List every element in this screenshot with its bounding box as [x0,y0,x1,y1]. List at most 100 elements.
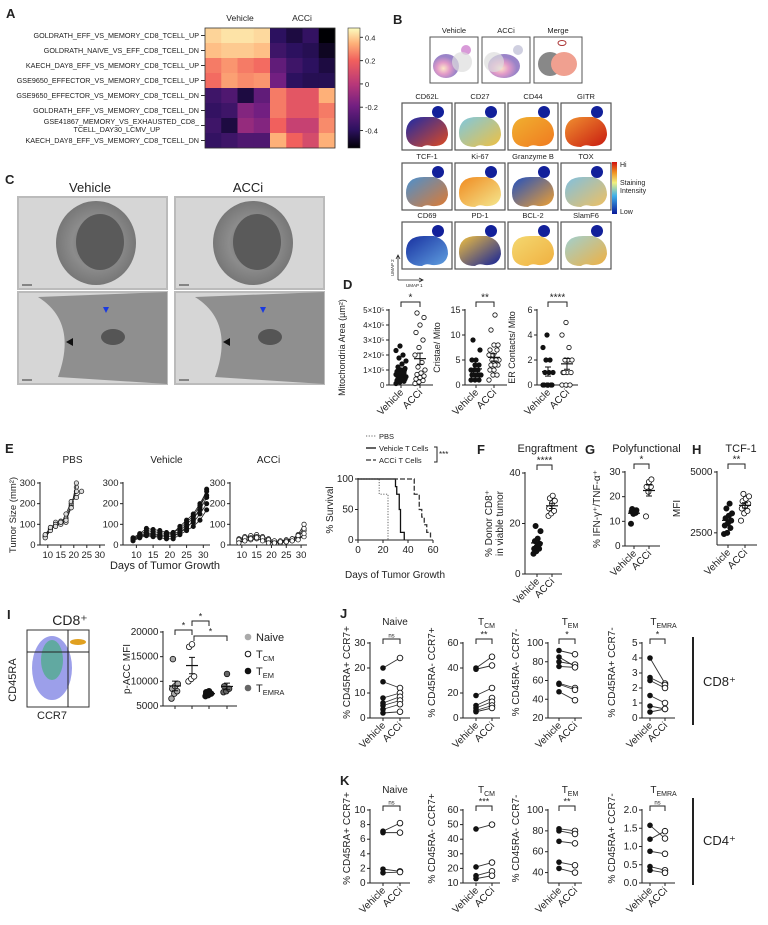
data-point [478,372,484,378]
umap-y-label: UMAP 2 [390,259,395,276]
heatmap-cell [205,58,222,74]
y-tick-label: 40 [509,468,521,479]
legend-label: Vehicle T Cells [379,444,429,453]
data-point [477,347,483,353]
data-point [726,500,733,507]
data-point [168,695,175,702]
y-tick-label: 50 [447,820,459,831]
data-point [265,540,272,546]
chart-d-mito: 01×10⁵2×10⁵3×10⁵4×10⁵5×10⁵VehicleACCiMit… [337,293,433,418]
heatmap-cell [237,133,255,149]
data-point [170,536,176,542]
heatmap-cell [286,73,303,89]
data-point-vehicle [380,829,386,836]
data-point [163,530,170,536]
data-point [277,539,283,545]
y-tick-label: 5 [632,638,638,649]
data-point-acci [661,705,669,713]
y-tick-label: 0 [360,878,366,889]
heatmap-cell [237,43,255,59]
umap-marker-granzyme-b: Granzyme B [507,152,559,211]
data-point [169,655,177,663]
heatmap-cell [302,43,320,59]
data-point [204,501,210,507]
legend-label: TEMRA [256,683,284,697]
survival-curve [358,478,405,540]
marker-title: TOX [578,152,593,161]
y-tick-label: 4 [527,330,532,340]
significance-label: *** [439,450,448,459]
legend-label: TEM [256,666,274,680]
blue-arrowhead-icon [103,307,109,313]
significance-bracket [174,629,193,635]
data-point-acci [661,827,669,835]
umap-marker-gitr: GITR [560,92,612,151]
x-tick-label: 60 [427,545,439,556]
title-text: Naive [382,617,408,628]
cd4-side-label: CD4⁺ [703,833,736,848]
x-tick-label: 20 [266,550,277,561]
marker-title: CD69 [417,211,436,220]
data-point [549,492,556,499]
significance-bracket [558,805,576,811]
umap-marker-cd69: CD69 [401,211,453,270]
em-image-bottom-acci [174,291,325,385]
y-tick-label: 2 [360,863,366,874]
heatmap-cell [302,58,320,74]
y-axis-label: ER Contacts/ Mito [507,311,517,384]
panel-letter-i: I [7,607,11,622]
sem-errorbar [646,484,652,497]
data-point-vehicle [647,867,653,874]
y-tick-label: 2.0 [624,805,638,816]
heatmap-cell [318,103,336,119]
data-point-acci [396,701,404,708]
data-point-vehicle [647,836,653,842]
data-point-acci [488,684,496,692]
heatmap-cell [302,88,320,104]
umap-density-acci: ACCi [481,26,531,84]
marker-title: GITR [577,92,595,101]
umap-body [459,177,501,207]
data-point-acci [396,819,404,827]
y-tick-label: 6 [360,834,366,845]
y-axis-label: % CD45RA+ CCR7+ [342,626,353,719]
heatmap-cell [318,28,336,44]
data-point-vehicle [473,666,479,673]
y-axis-label: % Donor CD8⁺ [484,490,495,557]
umap-lobe [591,166,603,178]
data-point [491,367,497,373]
data-point-vehicle [473,826,479,832]
data-point-vehicle [556,865,562,872]
panel-letter-f: F [477,442,485,457]
title-subscript: CM [484,623,495,630]
pair-line [649,824,666,839]
data-point [418,370,424,376]
heatmap-cell [270,133,287,149]
significance-bracket [475,301,495,307]
data-point [301,525,307,532]
heatmap-cell [253,133,271,149]
title-text: T [650,785,656,796]
em-image-top-acci [174,196,325,290]
panel-letter-b: B [393,12,402,27]
significance-bracket [400,301,421,307]
data-point-vehicle [556,688,562,695]
data-point [566,344,572,351]
em-mitochondrion [258,329,282,345]
significance-bracket [475,638,493,644]
umap-lobe [485,225,497,237]
y-tick-label: 10 [447,878,459,889]
y-tick-label: 20 [532,713,544,724]
sem-errorbar [417,352,423,365]
row-label: TCELL_DAY30_LCMV_UP [73,125,160,134]
umap-marker-tox: TOX [560,152,612,211]
data-point [729,510,736,517]
data-point [494,372,500,378]
x-axis-label: Days of Tumor Growth [345,570,445,581]
significance-bracket [536,464,553,470]
x-tick-label: 15 [56,550,67,561]
heatmap-cell [286,88,303,104]
